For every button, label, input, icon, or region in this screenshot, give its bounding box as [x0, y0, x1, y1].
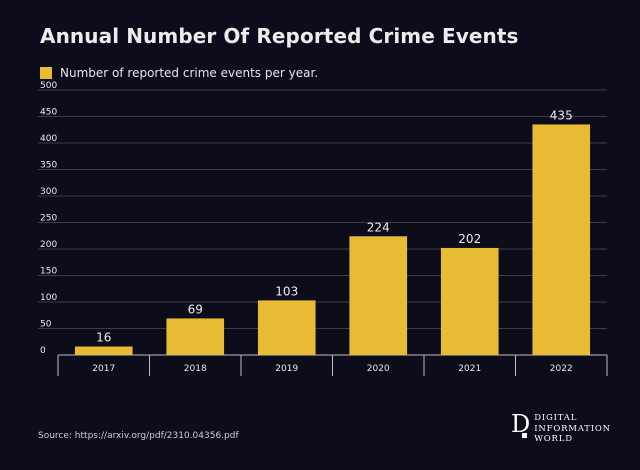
brand-mark-letter: D [511, 410, 531, 438]
bar [349, 236, 408, 355]
data-label: 16 [96, 331, 111, 345]
brand-mark-icon: D [511, 410, 531, 438]
chart-title: Annual Number Of Reported Crime Events [40, 24, 519, 48]
y-tick-label: 200 [40, 240, 57, 250]
y-tick-label: 450 [40, 108, 57, 118]
y-tick-label: 150 [40, 267, 57, 277]
y-tick-label: 500 [40, 81, 57, 91]
x-tick-label: 2022 [550, 364, 573, 374]
y-tick-label: 250 [40, 214, 57, 224]
y-tick-label: 400 [40, 134, 57, 144]
data-label: 224 [367, 220, 390, 234]
data-label: 103 [275, 284, 298, 298]
data-label: 435 [550, 108, 573, 122]
bar [440, 247, 499, 355]
y-tick-label: 350 [40, 161, 57, 171]
x-tick-label: 2021 [458, 364, 481, 374]
x-tick-label: 2020 [367, 364, 390, 374]
data-label: 69 [188, 302, 203, 316]
y-tick-label: 50 [40, 320, 52, 330]
x-tick-label: 2018 [184, 364, 207, 374]
brand-line: DIGITAL [534, 413, 578, 423]
legend-swatch [40, 67, 52, 79]
brand-name: DIGITAL INFORMATION WORLD [534, 413, 611, 445]
bar [74, 346, 133, 355]
bar [166, 318, 225, 355]
y-tick-label: 300 [40, 187, 57, 197]
y-tick-label: 100 [40, 293, 57, 303]
bar [532, 124, 591, 355]
brand-logo: D DIGITAL INFORMATION WORLD [511, 411, 611, 445]
brand-line: WORLD [534, 434, 573, 444]
chart-legend: Number of reported crime events per year… [40, 66, 318, 80]
x-tick-label: 2019 [275, 364, 298, 374]
source-note: Source: https://arxiv.org/pdf/2310.04356… [38, 431, 239, 441]
data-label: 202 [458, 232, 481, 246]
legend-label: Number of reported crime events per year… [60, 66, 319, 80]
y-tick-label: 0 [40, 346, 46, 356]
bar [257, 300, 316, 355]
brand-line: INFORMATION [534, 423, 611, 434]
x-tick-label: 2017 [92, 364, 115, 374]
